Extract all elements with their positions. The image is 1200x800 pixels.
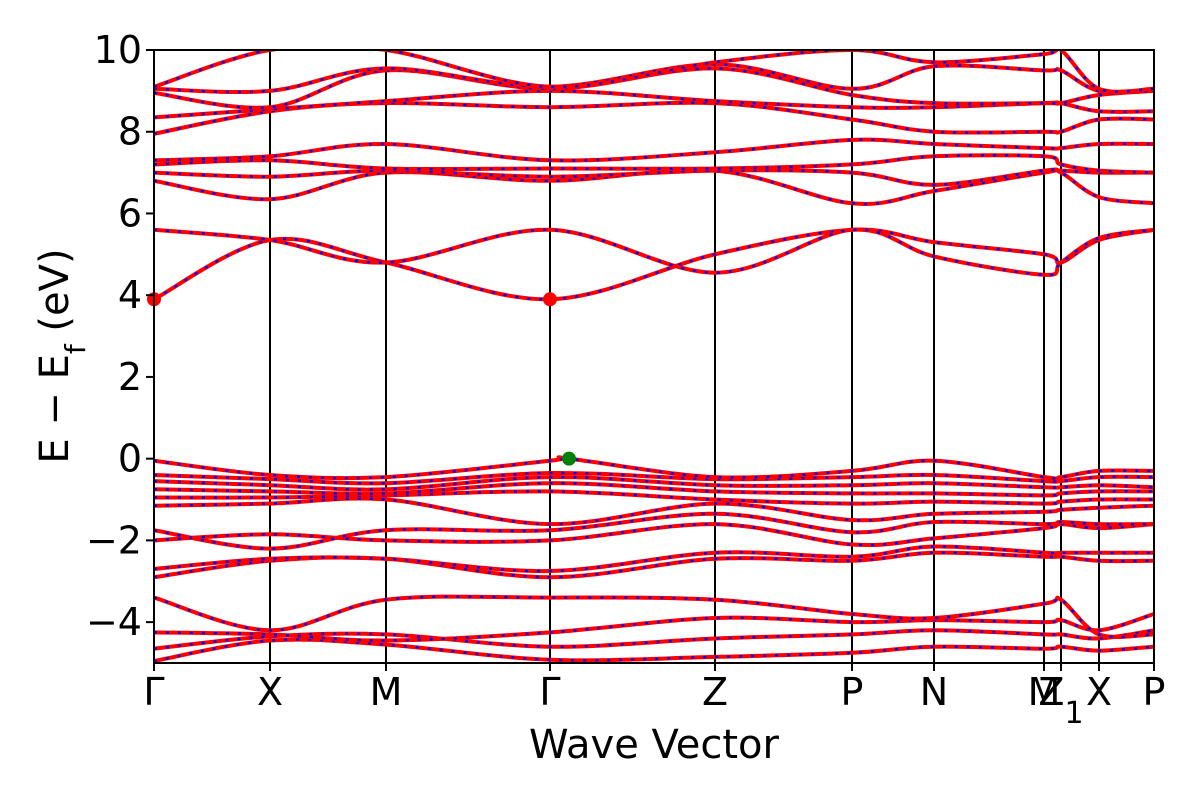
vbm-marker — [562, 451, 576, 466]
y-tick-label: 0 — [118, 437, 142, 481]
band-line — [154, 153, 1154, 175]
y-axis-ticks: −4 −2 0 2 4 6 8 10 — [86, 28, 154, 644]
y-tick-label: −4 — [86, 600, 142, 644]
band-lines — [154, 50, 1154, 663]
band-line — [154, 62, 1154, 95]
x-tick-label: Γ — [539, 670, 560, 714]
x-tick-label: N — [920, 670, 948, 714]
x-tick-label: P — [1143, 670, 1166, 714]
cbm-marker — [543, 292, 557, 307]
y-axis-title: E − Ef (eV) — [32, 248, 92, 463]
extrema-markers — [147, 292, 576, 466]
y-tick-label: 8 — [118, 110, 142, 154]
y-tick-label: 2 — [118, 355, 142, 399]
band-line — [154, 637, 1154, 663]
x-axis-title: Wave Vector — [529, 722, 780, 768]
y-tick-label: 10 — [94, 28, 142, 72]
y-tick-label: 4 — [118, 273, 142, 317]
band-line — [154, 167, 1154, 187]
band-line — [154, 227, 1154, 302]
band-line — [154, 522, 1154, 548]
x-tick-label: M — [370, 670, 403, 714]
band-line — [154, 612, 1154, 643]
x-tick-label: X — [1086, 670, 1112, 714]
x-tick-label: Z1 — [1038, 670, 1083, 731]
band-line — [154, 455, 1154, 481]
band-line-overlay — [154, 497, 1154, 526]
band-line — [154, 628, 1154, 651]
band-line — [154, 66, 1154, 110]
band-line — [154, 227, 1154, 277]
x-axis-ticks: Γ X M Γ Z P N MZ1 X P — [143, 663, 1165, 731]
x-tick-label: M — [1028, 670, 1061, 714]
band-line-overlay — [154, 595, 1154, 639]
band-line — [154, 489, 1154, 506]
band-line — [154, 470, 1154, 486]
band-line-overlay — [154, 63, 1154, 94]
x-tick-label: Γ — [143, 670, 164, 714]
x-tick-label: Z — [702, 670, 728, 714]
plot-frame — [153, 49, 1155, 664]
x-tick-label: P — [841, 670, 864, 714]
band-line — [154, 481, 1154, 498]
band-line — [154, 137, 1154, 163]
y-tick-label: −2 — [86, 518, 142, 562]
high-symmetry-lines — [153, 50, 1155, 663]
x-tick-label: X — [257, 670, 283, 714]
band-line — [154, 50, 1154, 94]
band-line — [154, 544, 1154, 574]
y-tick-label: 6 — [118, 191, 142, 235]
band-line-overlay — [154, 512, 1154, 550]
band-line — [154, 475, 1154, 492]
